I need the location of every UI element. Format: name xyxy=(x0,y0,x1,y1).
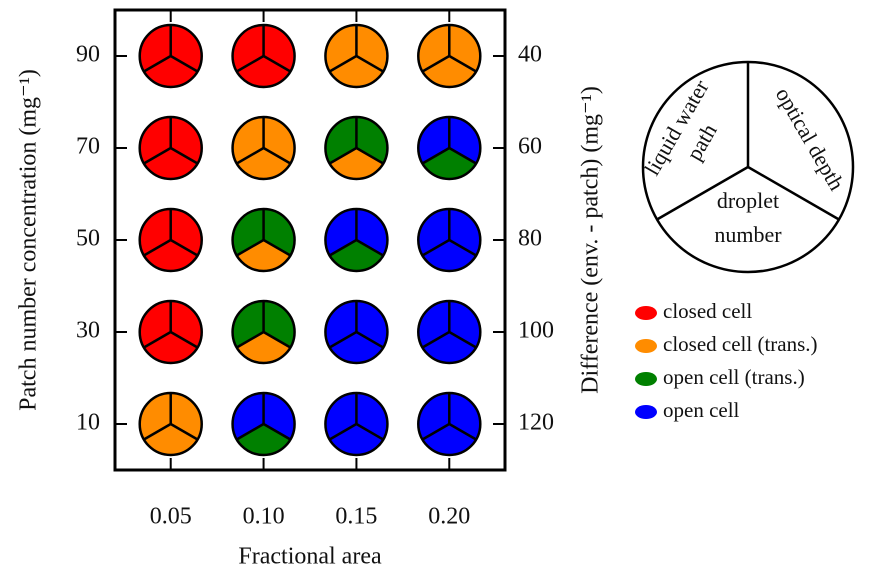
pie-divider xyxy=(421,422,450,441)
pie-marker xyxy=(324,299,389,365)
pie-divider xyxy=(355,422,384,441)
y-tick-label: 70 xyxy=(76,134,100,160)
key-label: droplet xyxy=(717,188,779,213)
pie-divider xyxy=(236,422,265,441)
pie-divider xyxy=(421,330,450,349)
pie-divider xyxy=(328,54,358,73)
key xyxy=(641,60,855,274)
pie-divider xyxy=(421,54,450,73)
pie-divider xyxy=(355,54,384,73)
pie-marker xyxy=(138,207,203,273)
pie-divider xyxy=(262,422,292,441)
pie-sector xyxy=(143,56,198,87)
y2-tick-label: 120 xyxy=(518,410,554,436)
legend-swatch xyxy=(635,306,657,320)
pie-divider xyxy=(143,330,172,349)
pie-divider xyxy=(421,238,450,257)
pie-marker xyxy=(324,207,389,273)
legend-label: open cell (trans.) xyxy=(663,365,805,389)
pie-marker xyxy=(231,115,296,181)
pie-divider xyxy=(448,238,477,257)
pie-divider xyxy=(328,146,358,165)
pie-marker xyxy=(417,115,482,181)
legend-label: closed cell xyxy=(663,299,752,323)
pie-divider xyxy=(143,422,172,441)
y-tick-label: 90 xyxy=(76,42,100,68)
pie-divider xyxy=(143,146,172,165)
pie-divider xyxy=(262,54,292,73)
pie-divider xyxy=(236,238,265,257)
x-tick-label: 0.20 xyxy=(428,504,470,530)
pie-marker xyxy=(231,23,296,89)
pie-marker xyxy=(324,391,389,457)
y-tick-label: 10 xyxy=(76,410,100,436)
pie-marker xyxy=(231,391,296,457)
pie-marker xyxy=(324,115,389,181)
x-tick-label: 0.15 xyxy=(335,504,377,530)
pie-divider xyxy=(448,330,477,349)
pie-marker xyxy=(417,391,482,457)
pie-divider xyxy=(262,146,292,165)
x-axis-label: Fractional area xyxy=(238,544,382,570)
y2-tick-label: 60 xyxy=(518,134,542,160)
legend-swatch xyxy=(635,339,657,353)
y2-axis-label: Difference (env. - patch) (mg⁻¹) xyxy=(578,86,604,394)
pie-marker xyxy=(417,23,482,89)
y-tick-label: 50 xyxy=(76,226,100,252)
pie-divider xyxy=(236,54,265,73)
pie-divider xyxy=(262,330,292,349)
pie-marker xyxy=(138,115,203,181)
legend-swatch xyxy=(635,405,657,419)
pie-marker xyxy=(231,207,296,273)
y-tick-label: 30 xyxy=(76,318,100,344)
pie-marker xyxy=(231,299,296,365)
pie-divider xyxy=(448,422,477,441)
pie-divider xyxy=(355,330,384,349)
pie-divider xyxy=(328,238,358,257)
pie-marker xyxy=(138,391,203,457)
pie-divider xyxy=(170,146,199,165)
pie-divider xyxy=(236,146,265,165)
x-tick-label: 0.05 xyxy=(150,504,192,530)
legend-label: closed cell (trans.) xyxy=(663,332,818,356)
pie-divider xyxy=(421,146,450,165)
pie-divider xyxy=(448,54,477,73)
pie-divider xyxy=(170,330,199,349)
y2-tick-label: 40 xyxy=(518,42,542,68)
pie-divider xyxy=(236,330,265,349)
pie-divider xyxy=(355,146,384,165)
key-divider xyxy=(656,165,749,221)
pie-divider xyxy=(328,330,358,349)
pie-marker xyxy=(138,23,203,89)
pie-divider xyxy=(143,54,172,73)
pie-marker xyxy=(324,23,389,89)
pie-divider xyxy=(143,238,172,257)
x-tick-label: 0.10 xyxy=(243,504,285,530)
y2-tick-label: 100 xyxy=(518,318,554,344)
y-axis-label: Patch number concentration (mg⁻¹) xyxy=(16,69,42,411)
y2-tick-label: 80 xyxy=(518,226,542,252)
pie-marker xyxy=(138,299,203,365)
key-divider xyxy=(747,165,840,221)
pie-divider xyxy=(170,54,199,73)
pie-marker xyxy=(417,299,482,365)
pie-divider xyxy=(448,146,477,165)
pie-divider xyxy=(328,422,358,441)
pie-divider xyxy=(355,238,384,257)
key-label: number xyxy=(714,222,782,247)
pie-divider xyxy=(170,238,199,257)
legend-swatch xyxy=(635,372,657,386)
legend-label: open cell xyxy=(663,398,740,422)
pie-marker xyxy=(417,207,482,273)
pie-divider xyxy=(170,422,199,441)
pie-divider xyxy=(262,238,292,257)
